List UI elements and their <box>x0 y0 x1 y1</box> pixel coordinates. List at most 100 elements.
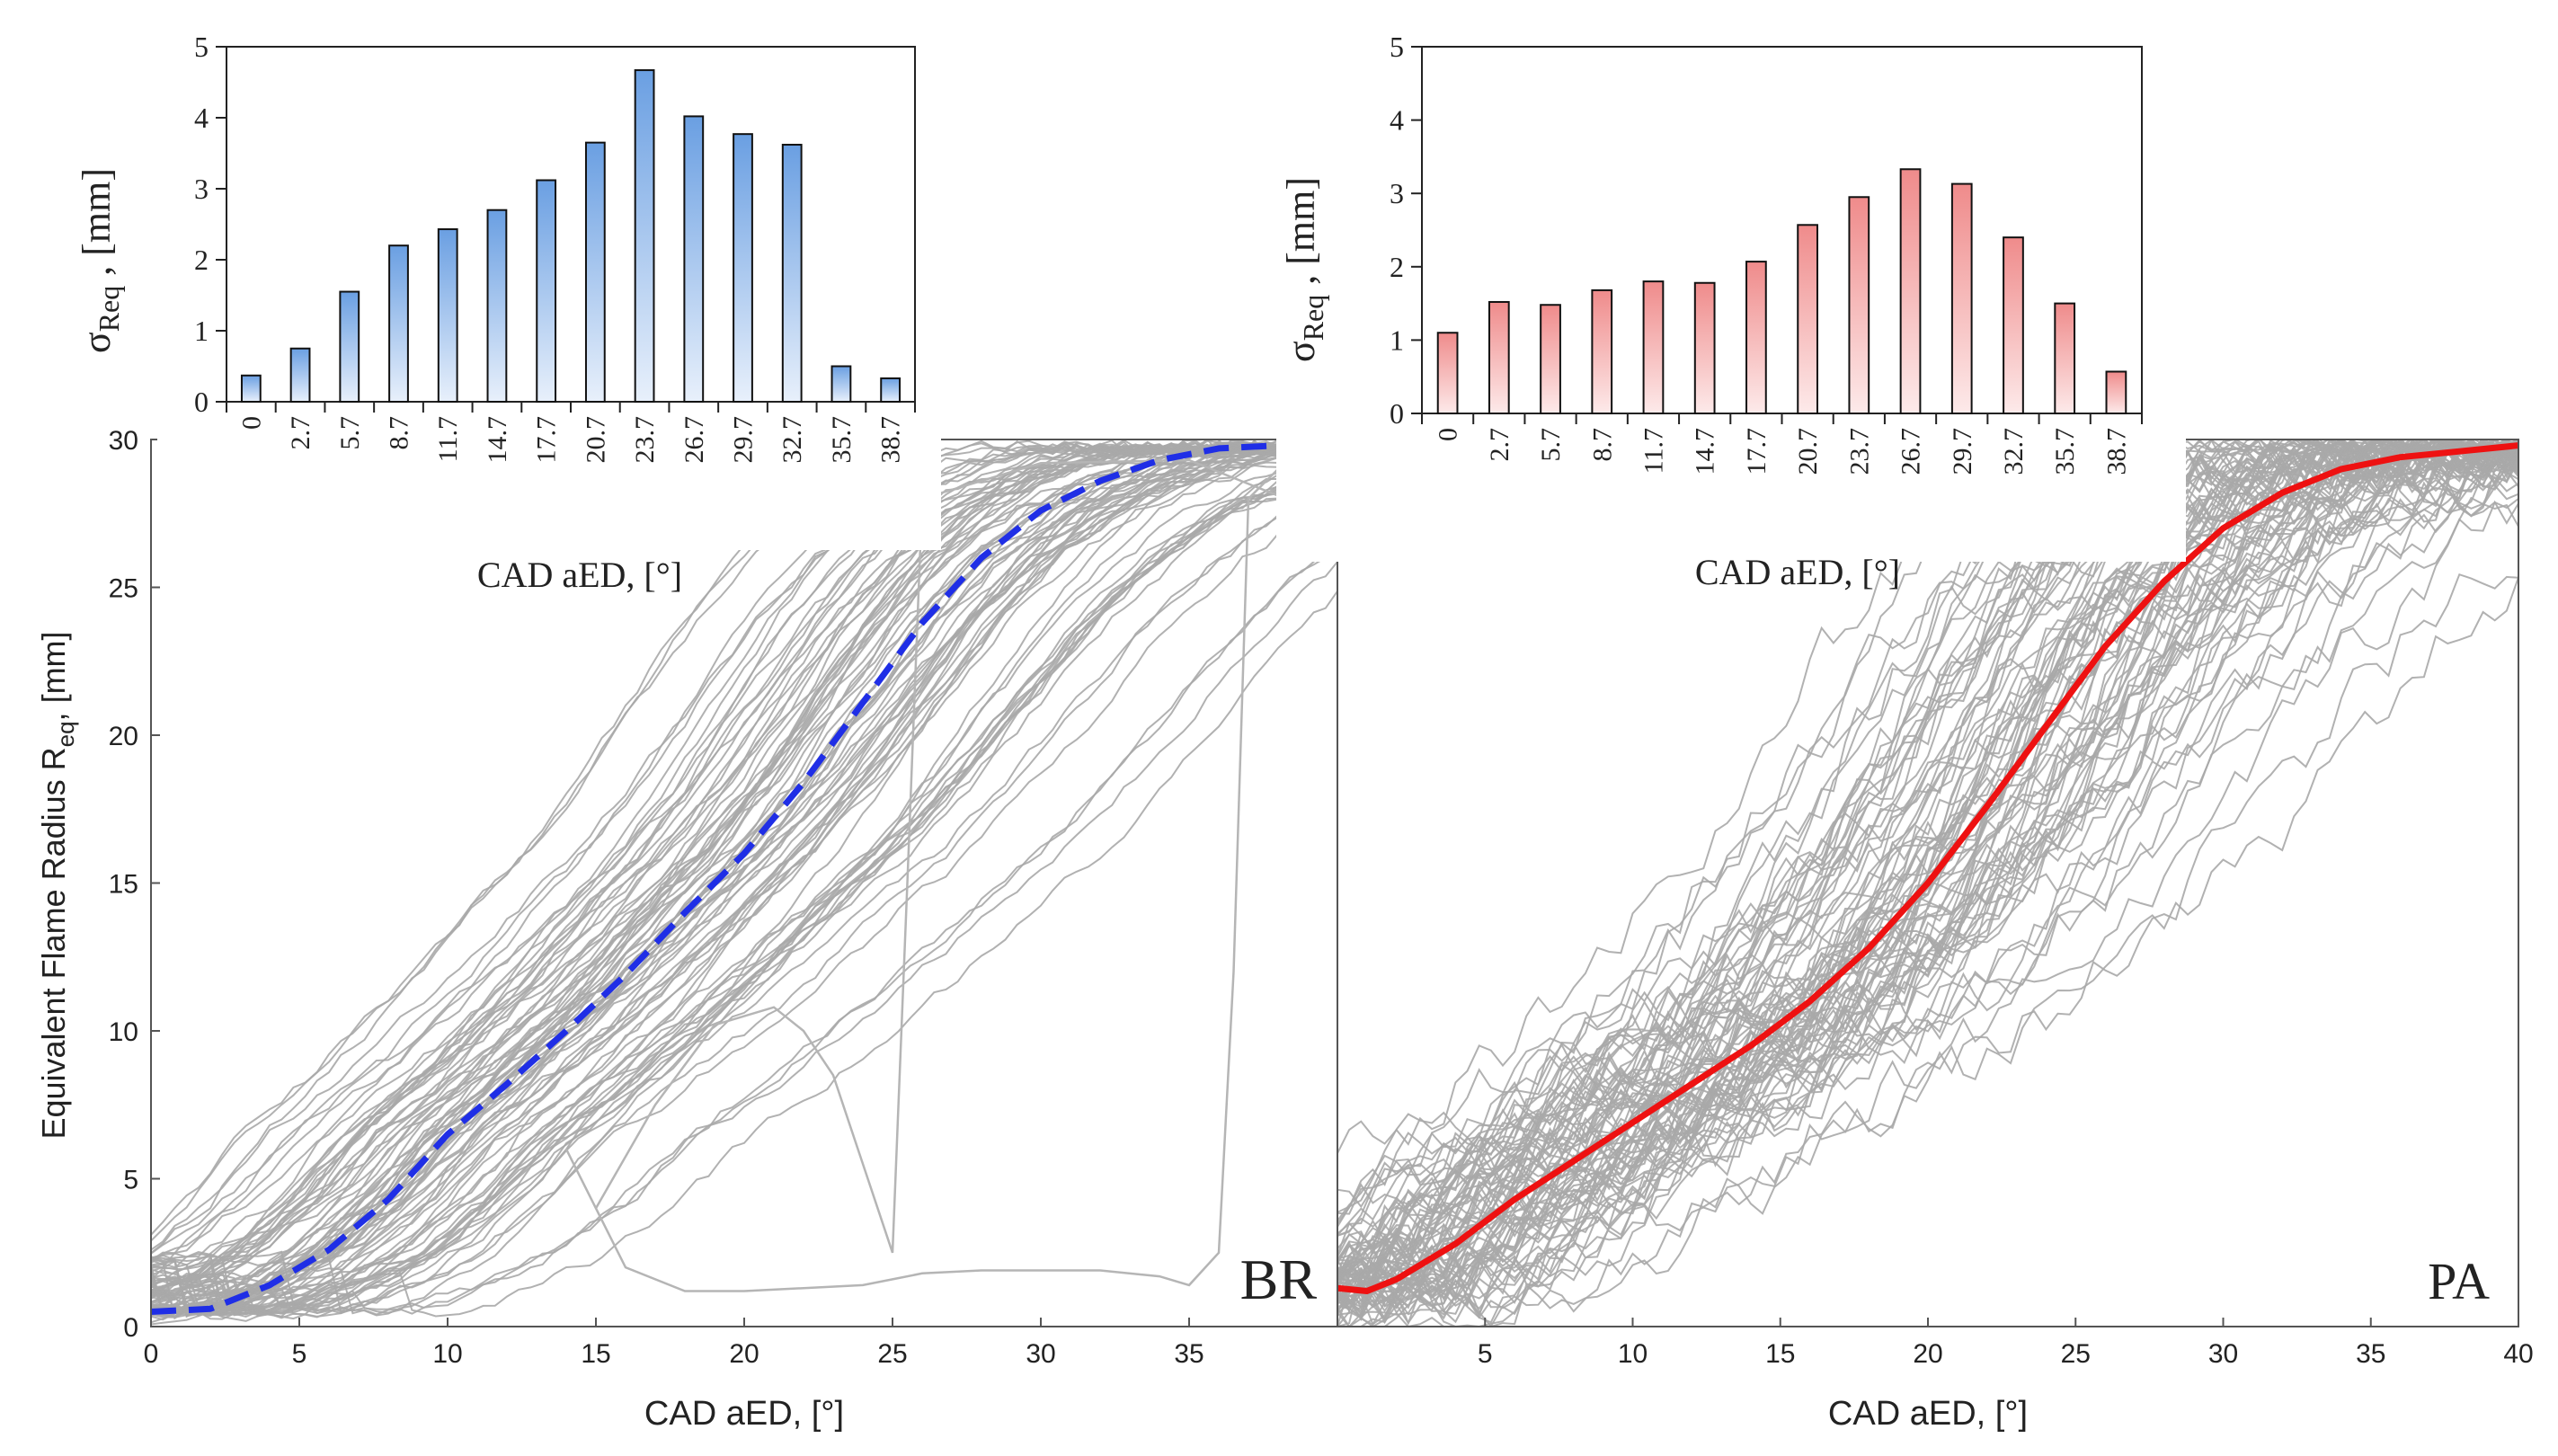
cycle-curve <box>151 485 1337 1315</box>
bar-29.7 <box>733 133 753 403</box>
br-y-axis-label: Equivalent Flame Radius Req, [mm] <box>35 631 79 1139</box>
category-label: 14.7 <box>483 416 512 464</box>
inset-left-x-label: CAD aED, [°] <box>477 555 682 595</box>
cycle-curve <box>151 464 1337 1315</box>
cycle-curve <box>1337 439 2518 1277</box>
y-tick-label: 1 <box>194 315 209 347</box>
y-tick-label: 0 <box>1390 397 1404 430</box>
cycle-curve <box>151 537 1337 1310</box>
cycle-curve <box>151 443 1337 1303</box>
x-tick-label: 10 <box>432 1339 462 1369</box>
cycle-curve <box>1337 439 2518 1301</box>
category-label: 23.7 <box>630 416 660 464</box>
bar-38.7 <box>2105 370 2127 415</box>
y-tick-label: 2 <box>1390 251 1404 283</box>
bar-20.7 <box>584 141 606 403</box>
category-label: 5.7 <box>335 416 365 450</box>
cycle-curve <box>1337 439 2518 1301</box>
cycle-curve <box>151 440 1337 1308</box>
br-x-axis-label: CAD aED, [°] <box>644 1395 844 1433</box>
mean-curve <box>1337 442 2518 1294</box>
cycle-curve <box>1337 439 2518 1215</box>
y-tick-label: 30 <box>109 426 138 456</box>
bar-23.7 <box>1848 196 1870 414</box>
pa-mean-curve <box>1337 442 2518 1294</box>
cycle-curve <box>151 448 1337 1326</box>
bar-35.7 <box>830 365 852 403</box>
x-tick-label: 30 <box>1026 1339 1055 1369</box>
cycle-curve <box>1337 439 2518 1282</box>
cycle-curve <box>151 467 1337 1313</box>
y-tick-label: 3 <box>194 173 209 205</box>
cycle-curve <box>151 448 1337 1292</box>
cycle-curve <box>1337 439 2518 1293</box>
inset-chart-br-std: 0 2.7 5.7 8.7 11.7 14.7 17.7 20.7 23.7 26.7 29.7 32… <box>194 31 916 464</box>
cycle-curve <box>1337 439 2518 1301</box>
y-tick-label: 0 <box>194 386 209 418</box>
inset-left-y-label: σReq , [mm] <box>75 168 125 353</box>
category-label: 38.7 <box>2101 428 2131 475</box>
bar-11.7 <box>1642 280 1665 414</box>
cycle-curve <box>1337 487 2518 1327</box>
x-tick-label: 25 <box>2061 1339 2091 1369</box>
cycle-curve <box>151 461 1337 1320</box>
br-annotation: BR <box>1240 1247 1318 1311</box>
category-label: 2.7 <box>286 416 315 450</box>
category-label: 11.7 <box>433 416 463 462</box>
cycle-curve <box>151 590 1337 1318</box>
bar-5.7 <box>1540 304 1561 414</box>
x-tick-label: 15 <box>581 1339 610 1369</box>
y-tick-label: 5 <box>1390 31 1404 63</box>
cycle-curve <box>151 439 1337 1273</box>
cycle-curve <box>151 443 1337 1312</box>
y-tick-label: 4 <box>194 102 209 134</box>
cycle-curve <box>151 447 1337 1317</box>
inset-frame <box>1421 46 2143 414</box>
br-outlier-curves <box>564 458 1337 1292</box>
y-tick-label: 20 <box>109 722 138 751</box>
bar-23.7 <box>634 69 655 403</box>
main-chart-pa: 5 10 15 20 25 30 35 40 <box>1337 439 2534 1369</box>
cycle-curve <box>151 445 1337 1314</box>
bar-26.7 <box>683 115 705 403</box>
cycle-curve <box>151 439 1337 1265</box>
cycle-curve <box>1337 439 2518 1300</box>
bar-8.7 <box>388 244 409 404</box>
outlier-curve <box>594 458 1337 1254</box>
category-label: 11.7 <box>1639 428 1669 474</box>
category-label: 29.7 <box>1948 428 1977 475</box>
y-tick-label: 3 <box>1390 177 1404 209</box>
y-tick-label: 5 <box>194 31 209 63</box>
x-tick-label: 0 <box>144 1339 159 1369</box>
bar-8.7 <box>1591 289 1613 414</box>
category-label: 2.7 <box>1485 428 1514 462</box>
inset-frame <box>226 46 916 403</box>
bar-20.7 <box>1797 224 1818 414</box>
cycle-curve <box>151 448 1337 1297</box>
br-cycle-curves <box>151 439 1337 1326</box>
cycle-curve <box>151 446 1337 1314</box>
cycle-curve <box>1337 452 2518 1288</box>
bar-0 <box>240 374 262 403</box>
bar-14.7 <box>1693 281 1716 415</box>
category-label: 26.7 <box>679 416 709 464</box>
category-label: 35.7 <box>2050 428 2080 475</box>
y-tick-label: 0 <box>123 1313 138 1343</box>
cycle-curve <box>1337 439 2518 1320</box>
cycle-curve <box>1337 573 2518 1327</box>
category-label: 17.7 <box>532 416 562 464</box>
y-tick-label: 1 <box>1390 324 1404 356</box>
cycle-curve <box>1337 577 2518 1327</box>
category-label: 35.7 <box>827 416 857 464</box>
cycle-curve <box>151 439 1337 1288</box>
y-tick-label: 10 <box>109 1017 138 1047</box>
bar-2.7 <box>1488 300 1510 414</box>
cycle-curve <box>151 462 1337 1316</box>
cycle-curve <box>1337 471 2518 1327</box>
pa-annotation: PA <box>2428 1252 2490 1310</box>
x-tick-label: 20 <box>729 1339 759 1369</box>
pa-cycle-curves <box>1337 439 2518 1327</box>
y-tick-label: 4 <box>1390 104 1404 137</box>
x-tick-label: 10 <box>1618 1339 1648 1369</box>
cycle-curve <box>1337 442 2518 1316</box>
